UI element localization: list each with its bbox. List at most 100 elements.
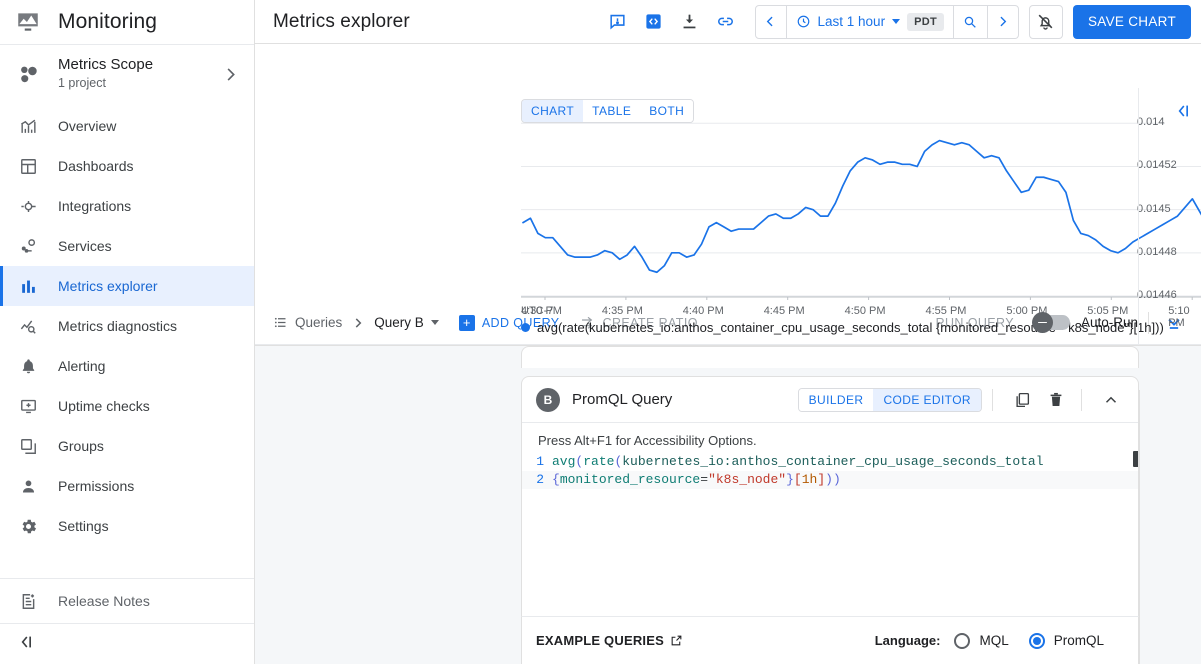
scope-title: Metrics Scope bbox=[58, 56, 154, 74]
scope-text: Metrics Scope 1 project bbox=[58, 56, 221, 91]
bell-icon bbox=[14, 354, 42, 378]
sidebar-item-permissions[interactable]: Permissions bbox=[0, 466, 254, 506]
save-chart-button[interactable]: SAVE CHART bbox=[1072, 4, 1191, 39]
chevron-right-icon[interactable] bbox=[221, 65, 244, 84]
sidebar-item-services[interactable]: Services bbox=[0, 226, 254, 266]
diagnostics-search-icon bbox=[14, 314, 42, 338]
sidebar-item-label: Metrics diagnostics bbox=[58, 318, 178, 334]
sidebar-item-uptime-checks[interactable]: Uptime checks bbox=[0, 386, 254, 426]
plus-square-icon: + bbox=[458, 314, 475, 331]
monitor-check-icon bbox=[14, 394, 42, 418]
feedback-icon[interactable] bbox=[601, 5, 635, 39]
chart-right-divider bbox=[1138, 88, 1139, 344]
divider bbox=[1081, 388, 1082, 411]
create-ratio-button[interactable]: CREATE RATIO bbox=[580, 315, 698, 331]
zoom-search-icon[interactable] bbox=[954, 5, 988, 38]
sidebar-item-label: Alerting bbox=[58, 358, 106, 374]
divider bbox=[0, 578, 254, 579]
sidebar-item-label: Permissions bbox=[58, 478, 135, 494]
code-token: ) bbox=[825, 472, 833, 487]
code-token: 1h bbox=[801, 472, 818, 487]
code-token: ( bbox=[575, 454, 584, 469]
integrations-node-icon bbox=[14, 194, 42, 218]
code-line[interactable]: 1 avg(rate(kubernetes_io:anthos_container… bbox=[522, 453, 1138, 471]
sidebar-nav: Overview Dashboards Integrations Service… bbox=[0, 103, 254, 546]
download-icon[interactable] bbox=[673, 5, 707, 39]
radio-promql-label[interactable]: PromQL bbox=[1053, 633, 1104, 648]
copy-icon[interactable] bbox=[1007, 385, 1037, 415]
link-icon[interactable] bbox=[709, 5, 743, 39]
create-ratio-label: CREATE RATIO bbox=[602, 315, 698, 330]
sidebar-item-metrics-diagnostics[interactable]: Metrics diagnostics bbox=[0, 306, 254, 346]
time-range-selector[interactable]: Last 1 hour PDT bbox=[785, 5, 954, 38]
time-range-prev-button[interactable] bbox=[756, 6, 786, 38]
sidebar-item-settings[interactable]: Settings bbox=[0, 506, 254, 546]
sidebar-item-integrations[interactable]: Integrations bbox=[0, 186, 254, 226]
chevron-down-icon[interactable] bbox=[430, 320, 439, 325]
toggle-knob bbox=[1031, 312, 1053, 333]
add-query-button[interactable]: + ADD QUERY bbox=[458, 314, 560, 331]
auto-run-label: Auto-Run bbox=[1080, 315, 1138, 330]
x-axis-tick: 5:10 PM bbox=[1168, 305, 1190, 329]
tab-chart[interactable]: CHART bbox=[522, 100, 584, 122]
editor-mode-tabs[interactable]: BUILDER CODE EDITOR bbox=[797, 387, 982, 412]
sidebar-item-label: Groups bbox=[58, 438, 104, 454]
code-content[interactable]: avg(rate(kubernetes_io:anthos_container_… bbox=[552, 453, 1044, 471]
x-axis-tick: 4:45 PM bbox=[763, 305, 805, 317]
collapse-queries-button[interactable] bbox=[1159, 308, 1189, 338]
sidebar-item-metrics-explorer[interactable]: Metrics explorer bbox=[0, 266, 254, 306]
query-badge: B bbox=[536, 387, 560, 412]
tab-both[interactable]: BOTH bbox=[640, 100, 694, 122]
chart-view-tabs[interactable]: CHART TABLE BOTH bbox=[521, 99, 695, 123]
time-range-control[interactable]: Last 1 hour PDT bbox=[754, 4, 1019, 39]
code-lines[interactable]: 1 avg(rate(kubernetes_io:anthos_container… bbox=[522, 453, 1138, 489]
example-queries-link[interactable]: EXAMPLE QUERIES bbox=[536, 633, 683, 648]
chart-panel: CHART TABLE BOTH 0.01454 0.01452 0.0145 0.0… bbox=[255, 44, 1201, 350]
sidebar-item-groups[interactable]: Groups bbox=[0, 426, 254, 466]
radio-promql[interactable] bbox=[1028, 632, 1045, 649]
radio-mql-label[interactable]: MQL bbox=[979, 633, 1009, 648]
groups-layers-icon bbox=[14, 434, 42, 458]
tab-code-editor[interactable]: CODE EDITOR bbox=[873, 388, 981, 411]
code-content[interactable]: {monitored_resource="k8s_node"}[1h])) bbox=[552, 471, 841, 489]
release-notes-item[interactable]: Release Notes bbox=[0, 579, 254, 623]
editor-horizontal-scrollbar[interactable] bbox=[1133, 451, 1138, 467]
expand-right-panel-button[interactable] bbox=[1165, 88, 1201, 134]
metrics-scope-selector[interactable]: Metrics Scope 1 project bbox=[0, 45, 254, 103]
code-brackets-icon[interactable] bbox=[637, 5, 671, 39]
radio-mql[interactable] bbox=[954, 632, 971, 649]
sidebar-collapse-button[interactable] bbox=[0, 624, 254, 664]
line-number: 2 bbox=[536, 472, 544, 487]
queries-breadcrumb[interactable]: Queries bbox=[273, 315, 342, 330]
bar-chart-icon bbox=[14, 274, 42, 298]
code-line[interactable]: 2 {monitored_resource="k8s_node"}[1h])) bbox=[522, 471, 1138, 489]
chevron-up-icon[interactable] bbox=[1096, 385, 1126, 415]
sidebar-item-label: Settings bbox=[58, 518, 109, 534]
tab-builder[interactable]: BUILDER bbox=[798, 388, 874, 411]
chart-legend[interactable]: avg(rate(kubernetes_io:anthos_container_… bbox=[521, 320, 1164, 335]
notifications-off-icon[interactable] bbox=[1028, 4, 1063, 39]
timezone-badge[interactable]: PDT bbox=[907, 12, 944, 31]
chart-plot[interactable] bbox=[255, 44, 1201, 300]
x-axis-tick: 4:30 PM bbox=[521, 305, 562, 317]
x-axis-tick: 4:55 PM bbox=[925, 305, 967, 317]
current-query-selector[interactable]: Query B bbox=[374, 315, 439, 330]
sidebar-item-overview[interactable]: Overview bbox=[0, 106, 254, 146]
release-notes-icon bbox=[14, 589, 42, 613]
language-selector[interactable]: Language: MQL PromQL bbox=[875, 632, 1124, 649]
tab-table[interactable]: TABLE bbox=[583, 100, 641, 122]
scope-hex-icon bbox=[14, 60, 42, 88]
time-range-next-button[interactable] bbox=[988, 6, 1018, 38]
query-editor-area: B PromQL Query BUILDER CODE EDITOR bbox=[255, 346, 1201, 664]
code-editor[interactable]: Press Alt+F1 for Accessibility Options. … bbox=[522, 423, 1138, 664]
trash-icon[interactable] bbox=[1041, 385, 1071, 415]
example-queries-label: EXAMPLE QUERIES bbox=[536, 633, 664, 648]
sidebar-item-alerting[interactable]: Alerting bbox=[0, 346, 254, 386]
chevron-down-icon[interactable] bbox=[892, 19, 901, 24]
x-axis-tick: 4:50 PM bbox=[844, 305, 886, 317]
page-title: Metrics explorer bbox=[273, 10, 410, 32]
sidebar-item-dashboards[interactable]: Dashboards bbox=[0, 146, 254, 186]
divider bbox=[1148, 311, 1149, 334]
auto-run-toggle[interactable] bbox=[1031, 312, 1070, 333]
run-query-button[interactable]: RUN QUERY bbox=[935, 315, 1014, 330]
